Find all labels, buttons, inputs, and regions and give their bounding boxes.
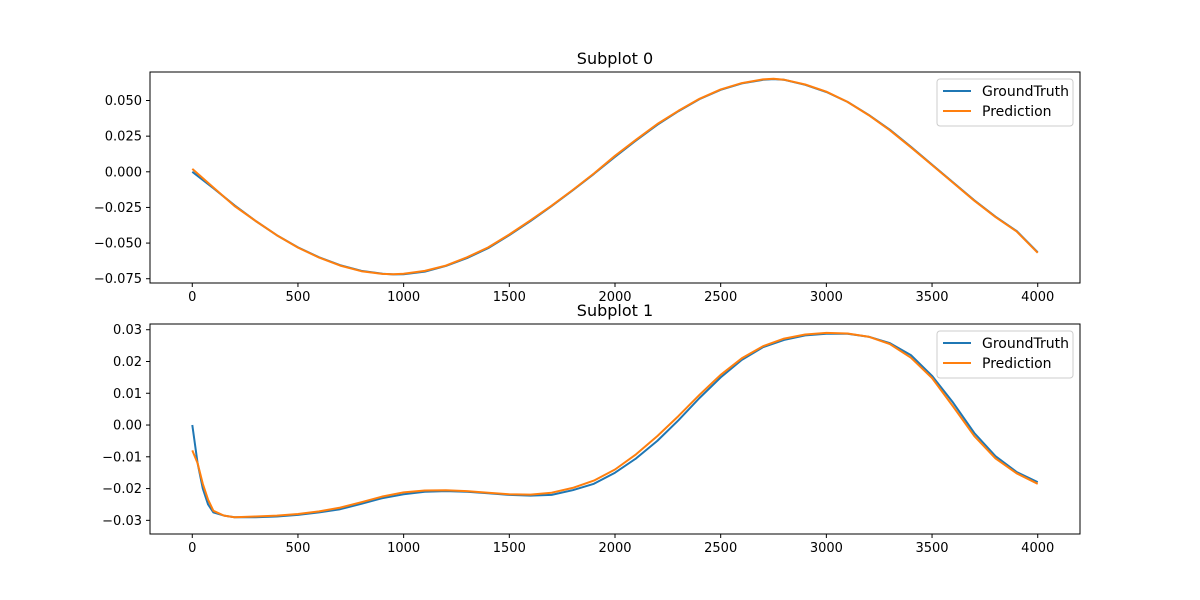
legend: GroundTruth Prediction <box>936 330 1074 379</box>
x-tick-label: 500 <box>286 290 311 305</box>
legend-label-prediction: Prediction <box>982 104 1052 120</box>
y-tick-label: −0.02 <box>102 482 142 497</box>
x-tick-label: 1500 <box>493 541 526 556</box>
y-tick-label: −0.025 <box>94 201 142 216</box>
legend-label-prediction: Prediction <box>982 356 1052 372</box>
y-tick-label: −0.03 <box>102 514 142 529</box>
y-tick-label: 0.050 <box>105 94 142 109</box>
y-tick-label: 0.00 <box>113 419 142 434</box>
x-axis: 0 500 1000 1500 2000 2500 3000 3500 4000 <box>188 534 1054 556</box>
y-tick-label: 0.000 <box>105 165 142 180</box>
y-tick-label: 0.02 <box>113 355 142 370</box>
x-tick-label: 3000 <box>810 290 843 305</box>
x-tick-label: 0 <box>188 541 196 556</box>
legend: GroundTruth Prediction <box>936 78 1074 127</box>
x-tick-label: 3000 <box>810 541 843 556</box>
y-tick-label: −0.075 <box>94 272 142 287</box>
plot-area <box>191 77 1039 276</box>
x-tick-label: 3500 <box>915 290 948 305</box>
series-line-prediction <box>191 331 1039 519</box>
plot-area <box>191 331 1039 519</box>
x-tick-label: 1000 <box>387 290 420 305</box>
series-line-prediction <box>191 77 1039 276</box>
y-tick-label: 0.03 <box>113 323 142 338</box>
subplot-0: Subplot 0 0 500 1000 1500 2000 2500 3000 3500 40… <box>94 49 1081 305</box>
x-tick-label: 4000 <box>1021 541 1054 556</box>
x-tick-label: 2000 <box>598 541 631 556</box>
x-tick-label: 4000 <box>1021 290 1054 305</box>
legend-label-groundtruth: GroundTruth <box>982 336 1069 352</box>
x-tick-label: 3500 <box>915 541 948 556</box>
subplot-title: Subplot 1 <box>577 301 653 320</box>
y-tick-label: −0.050 <box>94 237 142 252</box>
y-tick-label: 0.025 <box>105 130 142 145</box>
x-tick-label: 2000 <box>598 290 631 305</box>
x-tick-label: 2500 <box>704 541 737 556</box>
x-tick-label: 0 <box>188 290 196 305</box>
x-axis: 0 500 1000 1500 2000 2500 3000 3500 4000 <box>188 283 1054 305</box>
subplot-1: Subplot 1 0 500 1000 1500 2000 2500 3000 3500 40… <box>102 301 1081 556</box>
x-tick-label: 500 <box>286 541 311 556</box>
y-tick-label: −0.01 <box>102 450 142 465</box>
x-tick-label: 1000 <box>387 541 420 556</box>
x-tick-label: 1500 <box>493 290 526 305</box>
y-axis: −0.03 −0.02 −0.01 0.00 0.01 0.02 0.03 <box>102 323 150 529</box>
y-axis: −0.075 −0.050 −0.025 0.000 0.025 0.050 <box>94 94 150 287</box>
subplot-title: Subplot 0 <box>577 49 653 68</box>
legend-label-groundtruth: GroundTruth <box>982 84 1069 100</box>
y-tick-label: 0.01 <box>113 387 142 402</box>
x-tick-label: 2500 <box>704 290 737 305</box>
